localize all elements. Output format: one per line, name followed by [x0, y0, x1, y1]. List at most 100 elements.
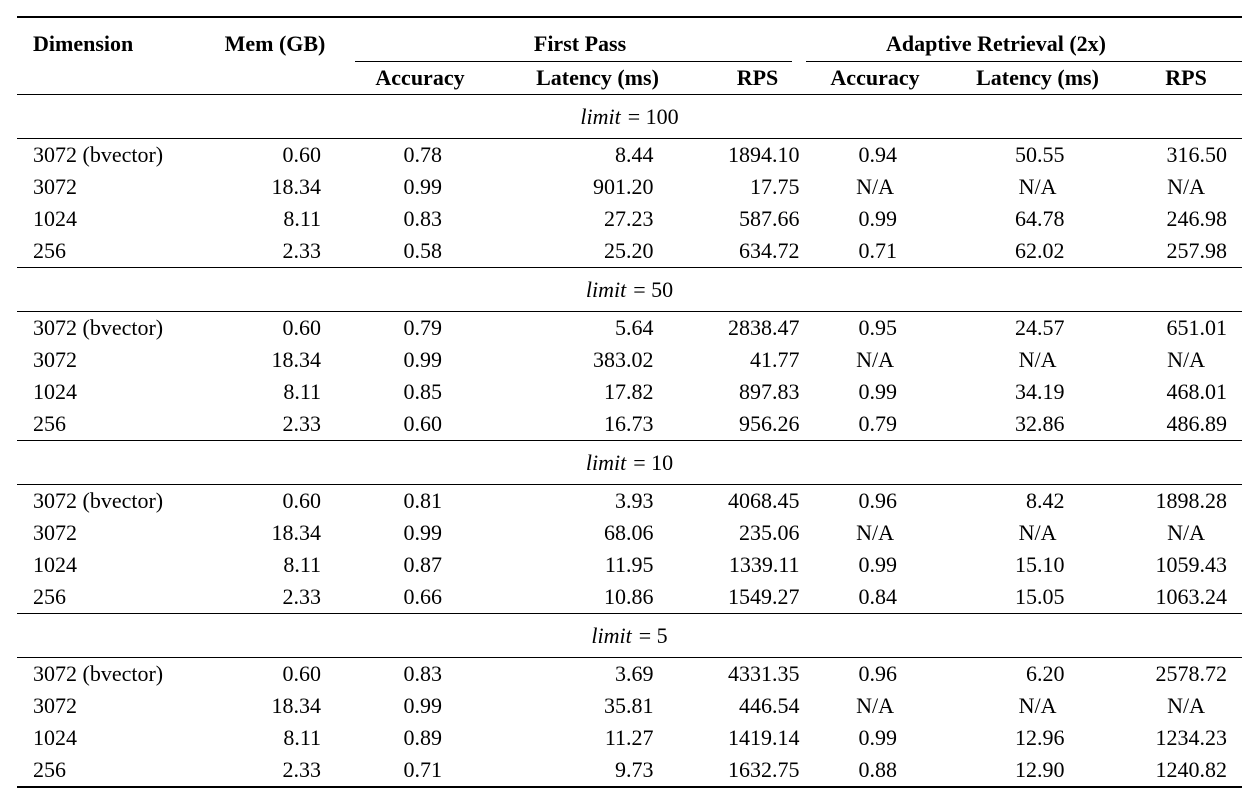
cell-mem-gb: 18.34	[195, 690, 355, 722]
cell-adaptive-latency-ms: 32.86	[945, 408, 1130, 441]
cell-adaptive-rps: 257.98	[1130, 235, 1242, 268]
table-row: 256 2.33 0.60 16.73 956.26 0.79 32.86 486.89	[17, 408, 1242, 441]
cell-mem-gb: 2.33	[195, 408, 355, 441]
cell-first-pass-latency-ms: 11.27	[485, 722, 710, 754]
section-header-row: limit = 5	[17, 613, 1243, 658]
numeric-value: 246.98	[1166, 206, 1228, 231]
cell-first-pass-rps: 634.72	[710, 235, 805, 268]
section-limit-value: = 5	[638, 622, 668, 648]
table-row: 3072 18.34 0.99 383.02 41.77 N/A N/A N/A	[17, 344, 1242, 376]
group-header-row: Dimension Mem (GB) First Pass Adaptive R…	[17, 17, 1243, 62]
cell-first-pass-latency-ms: 68.06	[485, 517, 710, 549]
cell-adaptive-rps: 486.89	[1130, 408, 1242, 441]
numeric-value: 0.60	[282, 488, 322, 513]
cell-first-pass-rps: 1339.11	[710, 549, 805, 581]
numeric-value: 4331.35	[728, 661, 800, 686]
cell-mem-gb: 0.60	[195, 485, 355, 518]
cell-first-pass-accuracy: 0.89	[355, 722, 485, 754]
cell-dimension: 3072	[33, 520, 77, 545]
cell-first-pass-accuracy: 0.58	[355, 235, 485, 268]
numeric-value: 0.58	[403, 238, 443, 263]
numeric-value: 1549.27	[728, 584, 800, 609]
cell-adaptive-rps: 1240.82	[1130, 754, 1242, 787]
numeric-value: 587.66	[739, 206, 800, 231]
na-value: N/A	[1167, 347, 1205, 372]
numeric-value: 9.73	[615, 757, 654, 782]
section-limit-variable: limit	[585, 276, 627, 302]
numeric-value: 0.94	[858, 142, 898, 167]
section-limit-variable: limit	[580, 103, 621, 129]
sub-header-spacer	[17, 62, 195, 95]
cell-first-pass-latency-ms: 11.95	[485, 549, 710, 581]
cell-adaptive-latency-ms: 8.42	[945, 485, 1130, 518]
numeric-value: 0.99	[858, 379, 898, 404]
section-header-row: limit = 100	[17, 94, 1243, 139]
numeric-value: 8.42	[1026, 488, 1065, 513]
cell-mem-gb: 8.11	[195, 549, 355, 581]
cell-first-pass-rps: 897.83	[710, 376, 805, 408]
numeric-value: 2.33	[282, 584, 322, 609]
cell-first-pass-accuracy: 0.79	[355, 312, 485, 345]
table-row: 3072 18.34 0.99 35.81 446.54 N/A N/A N/A	[17, 690, 1242, 722]
na-value: N/A	[856, 520, 894, 545]
numeric-value: 35.81	[604, 693, 654, 718]
cell-first-pass-rps: 41.77	[710, 344, 805, 376]
numeric-value: 2838.47	[728, 315, 800, 340]
numeric-value: 27.23	[604, 206, 654, 231]
cell-first-pass-accuracy: 0.99	[355, 344, 485, 376]
numeric-value: 0.66	[403, 584, 443, 609]
numeric-value: 1059.43	[1155, 552, 1228, 577]
cell-mem-gb: 18.34	[195, 517, 355, 549]
cell-mem-gb: 18.34	[195, 171, 355, 203]
numeric-value: 468.01	[1166, 379, 1228, 404]
cell-adaptive-rps: N/A	[1130, 344, 1242, 376]
numeric-value: 0.96	[858, 488, 898, 513]
na-value: N/A	[1018, 347, 1057, 372]
numeric-value: 0.85	[403, 379, 443, 404]
cell-first-pass-latency-ms: 5.64	[485, 312, 710, 345]
cell-mem-gb: 0.60	[195, 658, 355, 691]
cell-first-pass-rps: 1894.10	[710, 139, 805, 172]
cell-adaptive-rps: N/A	[1130, 517, 1242, 549]
numeric-value: 64.78	[1015, 206, 1065, 231]
numeric-value: 235.06	[739, 520, 800, 545]
numeric-value: 634.72	[739, 238, 800, 263]
table-row: 256 2.33 0.71 9.73 1632.75 0.88 12.90 1240.82	[17, 754, 1242, 787]
cell-dimension: 256	[33, 757, 66, 782]
numeric-value: 18.34	[271, 693, 322, 718]
na-value: N/A	[856, 174, 894, 199]
cell-dimension: 1024	[33, 552, 77, 577]
numeric-value: 0.71	[858, 238, 898, 263]
numeric-value: 0.99	[403, 174, 443, 199]
numeric-value: 12.96	[1015, 725, 1065, 750]
cell-dimension: 3072 (bvector)	[33, 488, 164, 513]
numeric-value: 25.20	[604, 238, 654, 263]
cell-adaptive-accuracy: N/A	[805, 517, 945, 549]
cell-adaptive-rps: 316.50	[1130, 139, 1242, 172]
cell-adaptive-accuracy: 0.96	[805, 485, 945, 518]
cell-first-pass-rps: 235.06	[710, 517, 805, 549]
numeric-value: 0.83	[403, 206, 443, 231]
cell-first-pass-latency-ms: 27.23	[485, 203, 710, 235]
numeric-value: 8.11	[283, 379, 321, 404]
numeric-value: 24.57	[1015, 315, 1065, 340]
cell-adaptive-rps: 651.01	[1130, 312, 1242, 345]
numeric-value: 68.06	[604, 520, 654, 545]
numeric-value: 2.33	[282, 411, 322, 436]
cell-adaptive-latency-ms: 15.10	[945, 549, 1130, 581]
numeric-value: 11.95	[604, 552, 654, 577]
table-row: 3072 18.34 0.99 901.20 17.75 N/A N/A N/A	[17, 171, 1242, 203]
cell-mem-gb: 18.34	[195, 344, 355, 376]
numeric-value: 0.81	[403, 488, 443, 513]
numeric-value: 383.02	[593, 347, 654, 372]
cell-first-pass-latency-ms: 17.82	[485, 376, 710, 408]
cell-mem-gb: 0.60	[195, 312, 355, 345]
cell-mem-gb: 2.33	[195, 235, 355, 268]
cell-first-pass-accuracy: 0.81	[355, 485, 485, 518]
cell-adaptive-latency-ms: N/A	[945, 690, 1130, 722]
cell-dimension: 3072	[33, 347, 77, 372]
numeric-value: 10.86	[604, 584, 654, 609]
section-header-row: limit = 50	[17, 267, 1243, 312]
numeric-value: 15.10	[1015, 552, 1065, 577]
numeric-value: 0.78	[403, 142, 443, 167]
